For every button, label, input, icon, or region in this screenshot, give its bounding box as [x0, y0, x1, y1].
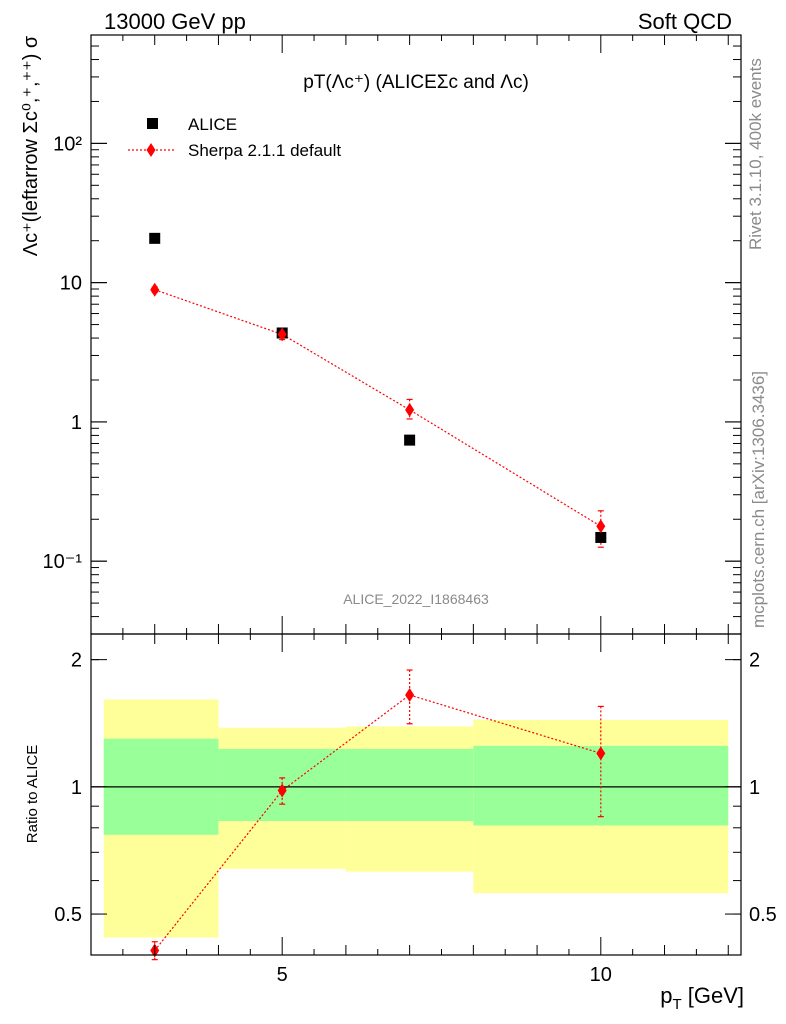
ratio-ytick-label: 2	[71, 650, 82, 672]
legend-label-alice: ALICE	[188, 115, 237, 134]
sherpa-point	[596, 519, 606, 534]
ratio-ticks-layer: 5 10 0.5 0.5 1 1 2 2	[54, 634, 777, 986]
ratio-sherpa-line	[154, 694, 601, 951]
ratio-ytick-label: 1	[71, 777, 82, 799]
main-panel: 10⁻¹ 1 10 10² pT(Λc⁺) (ALICEΣc and Λc) Λc⁺(…	[20, 34, 742, 635]
main-marks-layer	[149, 232, 607, 548]
main-title: pT(Λc⁺) (ALICEΣc and Λc)	[303, 72, 529, 93]
ratio-panel: 5 10 0.5 0.5 1 1 2 2 Ratio to ALICE pT [GeV]	[24, 633, 777, 1013]
x-axis-label: pT [GeV]	[660, 983, 744, 1013]
ratio-xtick-label: 10	[590, 964, 612, 986]
header-right: Soft QCD	[638, 9, 732, 34]
ratio-ytick-label-right: 2	[749, 650, 760, 672]
ratio-frame	[90, 633, 742, 956]
ratio-sherpa-point	[405, 687, 415, 702]
main-ytick-label: 10⁻¹	[43, 551, 83, 573]
header-left: 13000 GeV pp	[104, 9, 246, 34]
x-axis-label-unit: [GeV]	[682, 983, 744, 1008]
sherpa-point	[277, 327, 287, 342]
main-ytick-label: 10²	[53, 133, 82, 155]
ratio-sherpa-point	[596, 746, 606, 761]
main-ytick-label: 10	[60, 273, 82, 295]
ratio-ytick-label: 0.5	[54, 904, 82, 926]
ratio-xtick-label: 5	[277, 964, 288, 986]
main-ylabel: Λc⁺(leftarrow Σc⁰,⁺,⁺⁺) σ	[20, 35, 42, 256]
ratio-bands-layer	[103, 699, 729, 938]
x-axis-label-sub: T	[672, 996, 681, 1013]
mcplots-label: mcplots.cern.ch [arXiv:1306.3436]	[749, 371, 768, 628]
ratio-ytick-label-right: 0.5	[749, 904, 777, 926]
watermark: ALICE_2022_I1868463	[343, 591, 489, 607]
rivet-label: Rivet 3.1.10, 400k events	[746, 58, 765, 250]
ratio-marks-layer	[91, 669, 741, 961]
alice-point	[149, 232, 161, 244]
sherpa-point	[405, 402, 415, 417]
ratio-ylabel: Ratio to ALICE	[24, 745, 41, 843]
legend-marker-alice	[147, 118, 158, 129]
uncertainty-band-inner	[345, 748, 474, 822]
legend-marker-sherpa	[146, 143, 156, 157]
sherpa-line	[154, 289, 602, 527]
x-axis-label-p: p	[660, 983, 672, 1008]
main-ytick-label: 1	[71, 412, 82, 434]
main-ticks-layer: 10⁻¹ 1 10 10²	[43, 34, 741, 635]
ratio-sherpa-point	[277, 783, 287, 798]
alice-point	[404, 434, 416, 446]
alice-point	[595, 531, 607, 543]
legend: ALICE Sherpa 2.1.1 default	[128, 115, 341, 160]
sherpa-point	[150, 282, 160, 297]
legend-label-sherpa: Sherpa 2.1.1 default	[188, 141, 341, 160]
ratio-ytick-label-right: 1	[749, 777, 760, 799]
